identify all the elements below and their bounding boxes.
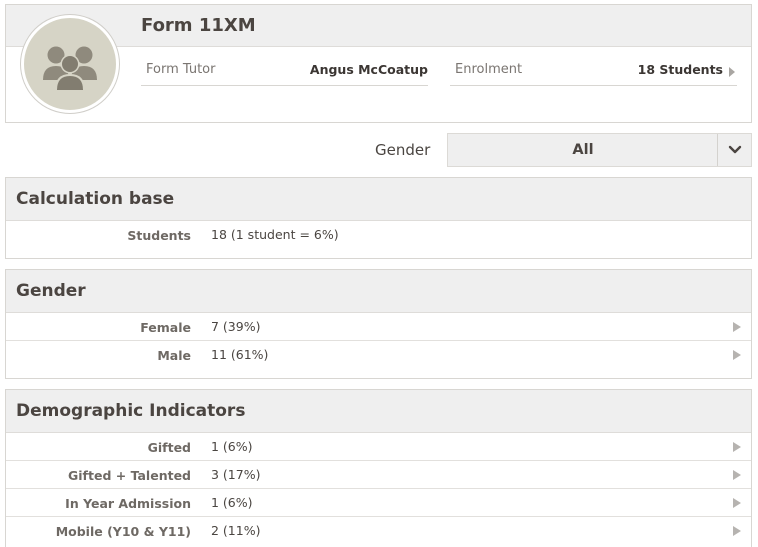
chevron-right-icon[interactable] bbox=[733, 322, 741, 332]
group-people-icon bbox=[43, 46, 97, 90]
chevron-right-icon[interactable] bbox=[729, 67, 735, 77]
row-label: Gifted + Talented bbox=[68, 468, 191, 483]
section-header: Gender bbox=[6, 270, 751, 313]
form-tutor-label: Form Tutor bbox=[146, 62, 216, 77]
gender-section: Gender Female 7 (39%) Male 11 (61%) bbox=[5, 269, 752, 379]
form-tutor-value: Angus McCoatup bbox=[309, 62, 428, 77]
table-row[interactable]: Gifted + Talented 3 (17%) bbox=[6, 461, 751, 489]
chevron-down-icon bbox=[728, 145, 742, 154]
calculation-base-section: Calculation base Students 18 (1 student … bbox=[5, 177, 752, 259]
row-value: 7 (39%) bbox=[211, 319, 261, 334]
row-value: 18 (1 student = 6%) bbox=[211, 227, 339, 242]
header-bar: Form 11XM bbox=[6, 5, 751, 47]
gender-filter-value[interactable]: All bbox=[572, 142, 594, 158]
row-label: In Year Admission bbox=[65, 496, 191, 511]
table-row: Students 18 (1 student = 6%) bbox=[6, 221, 751, 258]
section-header: Demographic Indicators bbox=[6, 390, 751, 433]
enrolment-label: Enrolment bbox=[455, 62, 523, 77]
chevron-right-icon[interactable] bbox=[733, 498, 741, 508]
section-header: Calculation base bbox=[6, 178, 751, 221]
gender-filter-select[interactable]: All bbox=[447, 133, 752, 167]
row-value: 2 (11%) bbox=[211, 523, 261, 538]
section-title: Calculation base bbox=[16, 189, 175, 209]
table-row[interactable]: Male 11 (61%) bbox=[6, 341, 751, 369]
table-row[interactable]: Mobile (Y10 & Y11) 2 (11%) bbox=[6, 517, 751, 545]
gender-filter-label: Gender bbox=[375, 141, 431, 159]
chevron-right-icon[interactable] bbox=[733, 350, 741, 360]
chevron-right-icon[interactable] bbox=[733, 442, 741, 452]
row-label: Students bbox=[127, 228, 191, 243]
row-value: 1 (6%) bbox=[211, 495, 253, 510]
group-title: Form 11XM bbox=[141, 15, 256, 36]
chevron-right-icon[interactable] bbox=[733, 470, 741, 480]
section-title: Demographic Indicators bbox=[16, 401, 246, 421]
row-label: Female bbox=[140, 320, 191, 335]
enrolment-field[interactable]: Enrolment 18 Students bbox=[450, 56, 737, 86]
gender-filter-toggle[interactable] bbox=[717, 134, 751, 166]
group-avatar bbox=[21, 15, 119, 113]
row-value: 11 (61%) bbox=[211, 347, 269, 362]
row-value: 3 (17%) bbox=[211, 467, 261, 482]
form-tutor-field: Form Tutor Angus McCoatup bbox=[141, 56, 428, 86]
chevron-right-icon[interactable] bbox=[733, 526, 741, 536]
row-label: Gifted bbox=[147, 440, 191, 455]
table-row[interactable]: In Year Admission 1 (6%) bbox=[6, 489, 751, 517]
table-row[interactable]: Gifted 1 (6%) bbox=[6, 433, 751, 461]
row-label: Male bbox=[157, 348, 191, 363]
enrolment-value[interactable]: 18 Students bbox=[637, 62, 723, 77]
section-title: Gender bbox=[16, 281, 86, 301]
demographic-indicators-section: Demographic Indicators Gifted 1 (6%) Gif… bbox=[5, 389, 752, 547]
group-header-card: Form 11XM Form Tutor Angus McCoatup Enro… bbox=[5, 4, 752, 123]
row-value: 1 (6%) bbox=[211, 439, 253, 454]
row-label: Mobile (Y10 & Y11) bbox=[55, 524, 191, 539]
table-row[interactable]: Female 7 (39%) bbox=[6, 313, 751, 341]
